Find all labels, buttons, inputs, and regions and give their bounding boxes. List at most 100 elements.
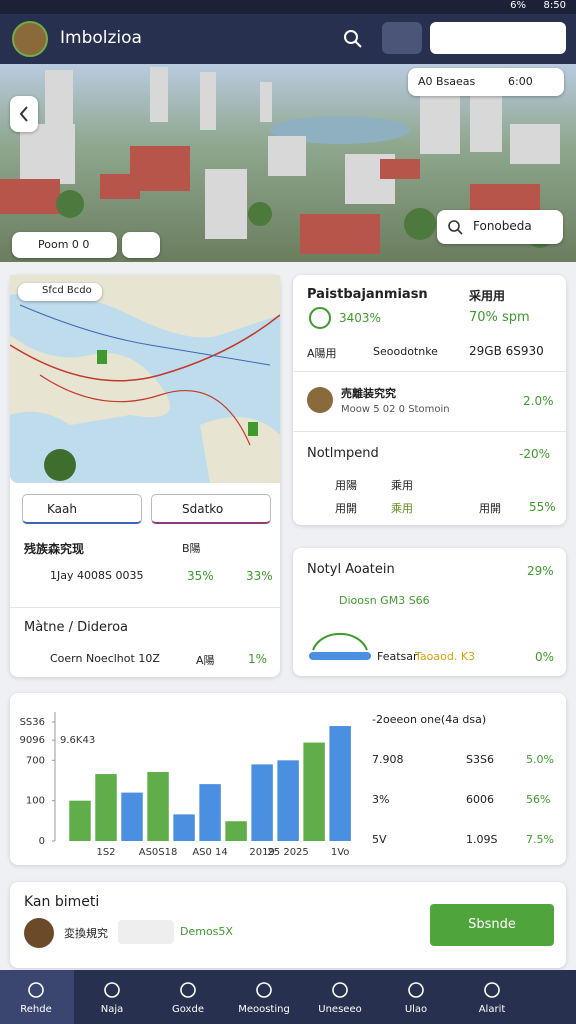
nav-item[interactable]: Meoosting bbox=[226, 970, 302, 1024]
label: Seoodotnke bbox=[373, 345, 438, 358]
action-button[interactable]: Sbsnde bbox=[430, 904, 554, 946]
nav-item[interactable]: Naja bbox=[74, 970, 150, 1024]
side-header: -2oeeon one(4a dsa) bbox=[372, 713, 487, 726]
user-name: 売離装究究 bbox=[341, 387, 396, 400]
avatar bbox=[24, 918, 54, 948]
nav-item[interactable]: Uneseeo bbox=[302, 970, 378, 1024]
bar bbox=[69, 800, 91, 841]
name: 変換規究 bbox=[64, 927, 108, 940]
side-cell: 6006 bbox=[466, 793, 494, 806]
row-title: 残族森究现 bbox=[24, 542, 85, 556]
y-tick-label: 0 bbox=[39, 836, 45, 847]
avatar[interactable] bbox=[12, 21, 48, 57]
side-cell: 1.09S bbox=[466, 833, 498, 846]
bar bbox=[121, 792, 143, 841]
nav-icon bbox=[28, 982, 44, 998]
bar bbox=[173, 814, 195, 841]
x-tick-label: 1Vo bbox=[331, 847, 350, 858]
nav-item[interactable]: Goxde bbox=[150, 970, 226, 1024]
status-card: Notyl Aoatein 29% Dioosn GM3 S66 Featsar… bbox=[293, 548, 566, 676]
map[interactable] bbox=[10, 275, 280, 483]
bar bbox=[199, 784, 221, 841]
back-button[interactable] bbox=[10, 96, 38, 132]
side-value: 29GB 6S930 bbox=[469, 344, 544, 358]
tab-button[interactable]: Sdatko bbox=[151, 494, 271, 524]
bar bbox=[147, 772, 169, 841]
card-title: Notyl Aoatein bbox=[307, 562, 395, 577]
y-tick-label: 100 bbox=[26, 796, 45, 807]
x-tick-label: AS0 14 bbox=[192, 847, 227, 858]
side-cell: 3% bbox=[372, 793, 390, 806]
region-dropdown[interactable]: A0 Bsaeas bbox=[418, 75, 476, 88]
bar-chart: 0 100 700 9096 SS36 9.6K43 1S2 AS0S18 AS0 14 2019… bbox=[20, 712, 351, 858]
side-percent: 70% spm bbox=[469, 310, 530, 325]
nav-item[interactable]: Ulao bbox=[378, 970, 454, 1024]
avatar bbox=[307, 387, 333, 413]
stats-card: Paistbajanmiasn 采用用 3403% 70% spm A陽用 Se… bbox=[293, 275, 566, 525]
row-value: 1% bbox=[248, 652, 268, 666]
item-value: 55% bbox=[529, 500, 556, 514]
y-tick-label: SS36 bbox=[20, 717, 45, 728]
search-icon[interactable] bbox=[343, 29, 363, 49]
bar bbox=[251, 764, 273, 841]
bottom-card: Kan bimeti 変換規究 Demos5X Sbsnde bbox=[10, 882, 566, 968]
feature-note: Taoaod. K3 bbox=[415, 650, 476, 663]
side-cell: 56% bbox=[526, 793, 551, 806]
card-title: Kan bimeti bbox=[24, 894, 100, 910]
share-chip[interactable] bbox=[122, 232, 160, 258]
side-cell: 7.5% bbox=[526, 833, 554, 846]
map-label: Sfcd Bcdo bbox=[42, 285, 92, 296]
nav-icon bbox=[104, 982, 120, 998]
tag: Demos5X bbox=[180, 925, 233, 938]
row-tag: A陽 bbox=[196, 654, 215, 667]
y-tick-label: 700 bbox=[26, 755, 45, 766]
map-card: Sfcd Bcdo Kaah Sdatko 残族森究现 B陽 1Jay 4008… bbox=[10, 275, 280, 677]
place-search[interactable]: Fonobeda bbox=[437, 210, 563, 244]
item: 用陽 bbox=[335, 479, 357, 492]
side-cell: S3S6 bbox=[466, 753, 494, 766]
y-tick-label: 9096 bbox=[20, 735, 45, 746]
account-switcher[interactable] bbox=[430, 22, 566, 54]
nav-label: Naja bbox=[100, 1004, 124, 1015]
sync-button[interactable] bbox=[382, 22, 422, 54]
percent: 3403% bbox=[339, 311, 381, 325]
clock: 8:50 bbox=[543, 0, 566, 11]
divider bbox=[293, 371, 566, 372]
item: 用開 bbox=[335, 502, 357, 515]
row-value: 35% bbox=[187, 569, 214, 583]
row-detail: 1Jay 4008S 0035 bbox=[50, 569, 144, 582]
app-header: Imbolzioa bbox=[0, 14, 576, 64]
card-title: Paistbajanmiasn bbox=[307, 287, 428, 302]
tab-button[interactable]: Kaah bbox=[22, 494, 142, 524]
x-tick-label: AS0S18 bbox=[139, 847, 178, 858]
row-title: Màtne / Dideroa bbox=[24, 620, 129, 635]
feature: Featsar bbox=[377, 650, 418, 663]
row-value: 33% bbox=[246, 569, 273, 583]
row-detail: Coern Noeclhot 10Z bbox=[50, 652, 160, 665]
row-tag: B陽 bbox=[182, 542, 201, 555]
app-title: Imbolzioa bbox=[60, 28, 142, 48]
nav-label: Alarit bbox=[478, 1004, 506, 1015]
nav-label: Meoosting bbox=[238, 1004, 290, 1015]
detail: Dioosn GM3 S66 bbox=[339, 594, 430, 607]
bar bbox=[303, 742, 325, 841]
tab-label: Sdatko bbox=[182, 502, 224, 516]
map-label-box: Sfcd Bcdo bbox=[18, 283, 102, 301]
divider bbox=[10, 607, 280, 608]
location-chip[interactable]: Poom 0 0 bbox=[12, 232, 117, 258]
chip-text: Poom 0 0 bbox=[38, 238, 90, 251]
nav-label: Uneseeo bbox=[318, 1004, 362, 1015]
section-value: -20% bbox=[519, 447, 551, 461]
time-select[interactable]: 6:00 bbox=[508, 75, 533, 88]
nav-item[interactable]: Rehde bbox=[0, 970, 74, 1024]
nav-item[interactable]: Alarit bbox=[454, 970, 530, 1024]
bar bbox=[329, 726, 351, 841]
nav-label: Ulao bbox=[404, 1004, 428, 1015]
bar bbox=[225, 821, 247, 841]
user-value: 2.0% bbox=[523, 394, 554, 408]
tag-box bbox=[118, 920, 174, 944]
side-title: 采用用 bbox=[469, 289, 506, 303]
x-tick-label: 1S2 bbox=[96, 847, 115, 858]
label: A陽用 bbox=[307, 347, 337, 360]
side-cell: 7.908 bbox=[372, 753, 404, 766]
